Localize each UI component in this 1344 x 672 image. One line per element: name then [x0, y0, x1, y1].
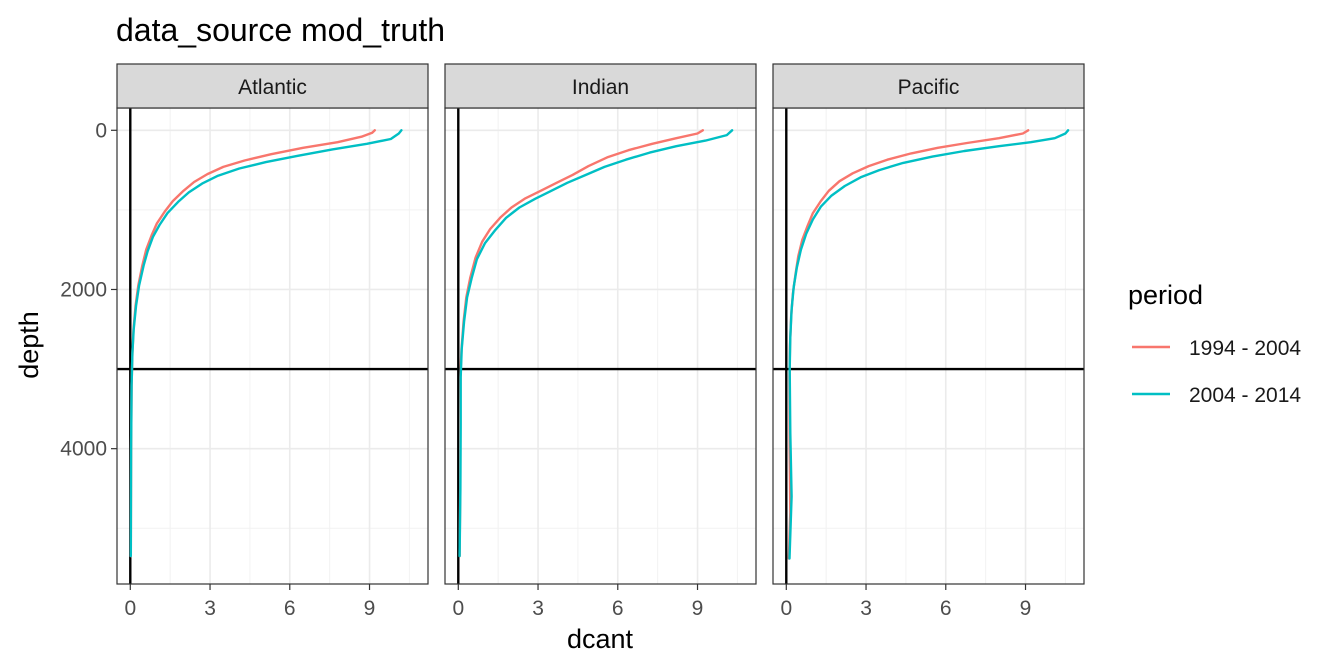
y-tick-label: 0	[95, 119, 107, 142]
facet-strip-pacific	[772, 63, 1085, 109]
x-tick-label: 6	[612, 597, 624, 620]
chart-title: data_source mod_truth	[116, 12, 445, 48]
legend-label-2: 2004 - 2014	[1189, 384, 1301, 407]
panels: Atlantic 0 3 6 9 Indian 0 3 6 9 Pacific 0 3 6 9 0 2000 40…	[60, 63, 1085, 620]
x-tick-label: 9	[364, 597, 376, 620]
series-line-atlantic-2004-2014	[129, 129, 403, 558]
x-tick-label: 9	[692, 597, 704, 620]
series-line-indian-2004-2014	[458, 129, 734, 558]
facet-strip-indian	[444, 63, 757, 109]
series-line-pacific-2004-2014	[788, 129, 1070, 560]
facet-label-pacific: Pacific	[898, 76, 960, 99]
legend: period 1994 - 2004 2004 - 2014	[1128, 280, 1301, 407]
x-tick-label: 6	[284, 597, 296, 620]
x-axis-title: dcant	[567, 624, 634, 654]
x-tick-label: 3	[532, 597, 544, 620]
facet-label-atlantic: Atlantic	[238, 76, 307, 99]
facet-strip-atlantic	[116, 63, 429, 109]
x-tick-label: 0	[452, 597, 464, 620]
legend-title: period	[1128, 280, 1203, 310]
y-tick-label: 2000	[60, 278, 107, 301]
x-tick-label: 0	[124, 597, 136, 620]
panel-background-indian	[445, 108, 756, 584]
x-tick-label: 6	[940, 597, 952, 620]
panel-background-pacific	[773, 108, 1084, 584]
legend-label-1: 1994 - 2004	[1189, 337, 1301, 360]
x-tick-label: 9	[1020, 597, 1032, 620]
panel-background-atlantic	[117, 108, 428, 584]
x-tick-label: 3	[204, 597, 216, 620]
x-tick-label: 3	[860, 597, 872, 620]
x-tick-label: 0	[780, 597, 792, 620]
y-tick-label: 4000	[60, 438, 107, 461]
y-axis-title: depth	[14, 311, 44, 379]
facet-label-indian: Indian	[572, 76, 629, 99]
